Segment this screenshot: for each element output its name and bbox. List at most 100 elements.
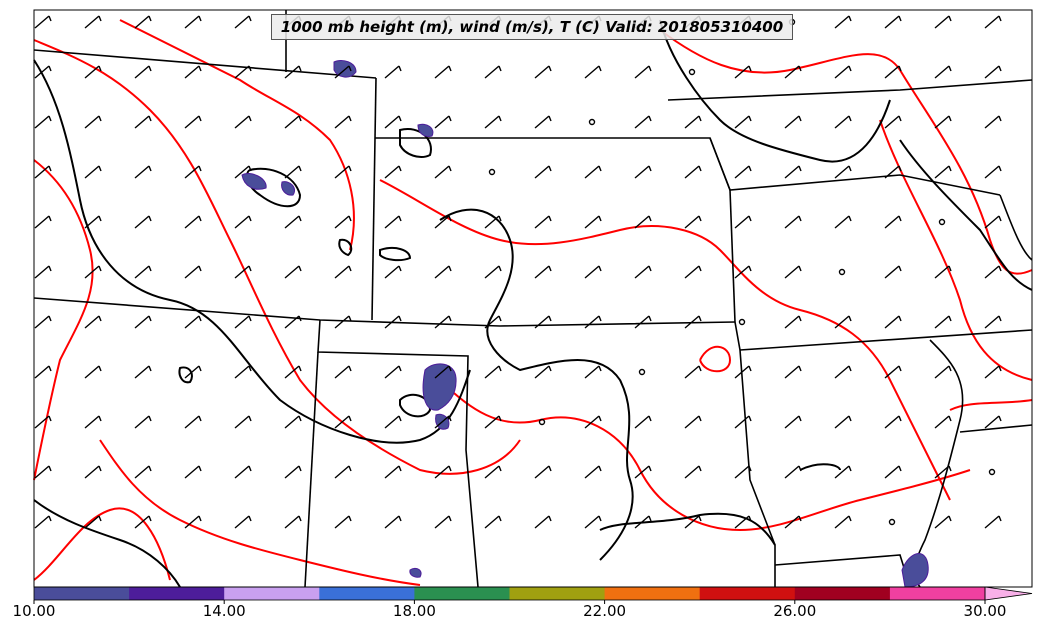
wind-barb (484, 265, 502, 279)
wind-barb (134, 215, 152, 229)
wind-barb (884, 315, 902, 329)
wind-barb (984, 315, 1002, 329)
wind-barb (184, 65, 202, 79)
colorbar-segment (129, 587, 225, 600)
wind-barb (434, 265, 452, 279)
wind-barb (734, 515, 752, 529)
wind-barb (834, 15, 852, 29)
calm-wind-marker (588, 118, 596, 126)
wind-barbs (34, 15, 1002, 529)
colorbar-segment (604, 587, 701, 600)
wind-barb (134, 465, 152, 479)
wind-barb (734, 215, 752, 229)
wind-barb (84, 115, 102, 129)
wind-barb (534, 265, 552, 279)
wind-barb (34, 265, 52, 279)
wind-barb (234, 115, 252, 129)
wind-barb (634, 415, 652, 429)
wind-barb (784, 415, 802, 429)
colorbar-segment (699, 587, 796, 600)
wind-barb (984, 415, 1002, 429)
wind-barb (534, 165, 552, 179)
calm-wind-marker (638, 368, 646, 376)
wind-barb (384, 365, 402, 379)
wind-barb (84, 315, 102, 329)
wind-barb (434, 165, 452, 179)
wind-barb (934, 365, 952, 379)
wind-barb (384, 415, 402, 429)
wind-barb (634, 65, 652, 79)
wind-barb (484, 465, 502, 479)
colorbar-tick-label: 14.00 (202, 602, 246, 620)
calm-wind-marker (538, 418, 546, 426)
colorbar-segment (414, 587, 510, 600)
wind-barb (184, 165, 202, 179)
wind-barb (384, 465, 402, 479)
wind-barb (384, 265, 402, 279)
wind-barb (34, 515, 52, 529)
wind-barb (734, 415, 752, 429)
wind-barb (684, 465, 702, 479)
wind-barb (334, 365, 352, 379)
wind-barb (184, 115, 202, 129)
wind-barb (334, 215, 352, 229)
wind-barb (434, 415, 452, 429)
wind-barb (134, 165, 152, 179)
wind-barb (984, 265, 1002, 279)
wind-barb (234, 215, 252, 229)
wind-barb (34, 365, 52, 379)
wind-barb (334, 265, 352, 279)
wind-barb (684, 315, 702, 329)
wind-barb (834, 315, 852, 329)
wind-barb (684, 415, 702, 429)
wind-barb (434, 215, 452, 229)
calm-wind-marker (988, 468, 996, 476)
wind-barb (434, 365, 452, 379)
wind-barb (634, 515, 652, 529)
wind-barb (134, 315, 152, 329)
wind-barb (484, 115, 502, 129)
colorbar-tick-label: 30.00 (963, 602, 1007, 620)
wind-barb (984, 365, 1002, 379)
colorbar-segment (34, 587, 130, 600)
wind-barb (534, 315, 552, 329)
wind-barb (134, 515, 152, 529)
wind-barb (434, 65, 452, 79)
wind-barb (734, 265, 752, 279)
wind-barb (134, 15, 152, 29)
wind-barb (284, 315, 302, 329)
precip-shading (241, 59, 929, 588)
wind-barb (934, 115, 952, 129)
wind-barb (184, 415, 202, 429)
wind-barb (584, 515, 602, 529)
wind-barb (584, 215, 602, 229)
wind-barb (484, 365, 502, 379)
wind-barb (234, 15, 252, 29)
wind-barb (484, 65, 502, 79)
wind-barb (234, 165, 252, 179)
wind-barb (84, 265, 102, 279)
wind-barb (284, 115, 302, 129)
wind-barb (984, 515, 1002, 529)
colorbar (33, 586, 1033, 604)
wind-barb (934, 515, 952, 529)
wind-barb (584, 265, 602, 279)
wind-barb (734, 365, 752, 379)
wind-barb (484, 315, 502, 329)
wind-barb (284, 465, 302, 479)
wind-barb (34, 15, 52, 29)
wind-barb (884, 365, 902, 379)
wind-barb (84, 65, 102, 79)
wind-barb (34, 465, 52, 479)
wind-barb (584, 465, 602, 479)
wind-barb (134, 415, 152, 429)
wind-barb (784, 165, 802, 179)
colorbar-segment (889, 587, 986, 600)
wind-barb (984, 215, 1002, 229)
wind-barb (334, 515, 352, 529)
wind-barb (584, 165, 602, 179)
wind-barb (934, 465, 952, 479)
wind-barb (534, 515, 552, 529)
wind-barb (184, 315, 202, 329)
